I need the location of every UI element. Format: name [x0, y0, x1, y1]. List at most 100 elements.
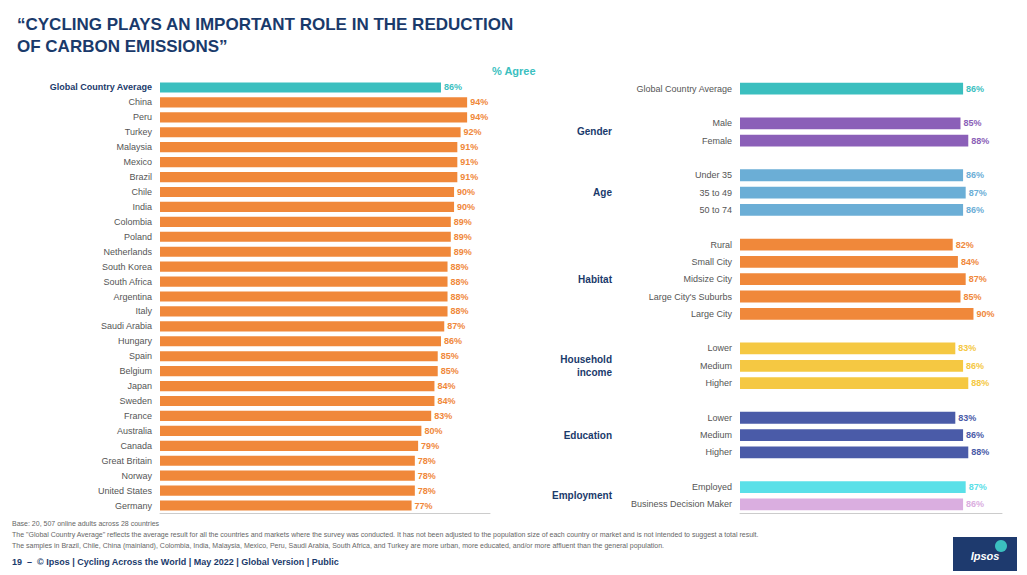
svg-text:Brazil: Brazil: [129, 172, 152, 182]
svg-text:19 – © Ipsos | Cycling Acros: 19 – © Ipsos | Cycling Across the World …: [12, 557, 339, 567]
svg-text:88%: 88%: [971, 378, 989, 388]
svg-text:Colombia: Colombia: [114, 217, 152, 227]
svg-text:South Africa: South Africa: [103, 277, 152, 287]
svg-text:85%: 85%: [441, 366, 459, 376]
svg-text:83%: 83%: [434, 411, 452, 421]
svg-text:Ipsos: Ipsos: [971, 550, 1000, 562]
svg-text:“CYCLING PLAYS AN IMPORTANT RO: “CYCLING PLAYS AN IMPORTANT ROLE IN THE …: [17, 15, 513, 34]
svg-text:Canada: Canada: [120, 441, 152, 451]
svg-text:87%: 87%: [969, 274, 987, 284]
svg-text:Lower: Lower: [707, 413, 732, 423]
svg-text:Great Britain: Great Britain: [101, 456, 152, 466]
svg-text:Chile: Chile: [131, 187, 152, 197]
svg-text:91%: 91%: [460, 157, 478, 167]
svg-text:91%: 91%: [460, 172, 478, 182]
svg-text:87%: 87%: [969, 482, 987, 492]
svg-text:50 to 74: 50 to 74: [699, 205, 732, 215]
svg-text:Global Country Average: Global Country Average: [637, 84, 732, 94]
svg-text:Hungary: Hungary: [118, 336, 153, 346]
svg-text:35 to 49: 35 to 49: [699, 188, 732, 198]
svg-text:Malaysia: Malaysia: [116, 142, 152, 152]
svg-text:Germany: Germany: [115, 501, 153, 511]
svg-text:South Korea: South Korea: [102, 262, 152, 272]
svg-text:Australia: Australia: [117, 426, 152, 436]
svg-text:87%: 87%: [447, 321, 465, 331]
svg-text:Peru: Peru: [133, 112, 152, 122]
svg-text:86%: 86%: [966, 84, 984, 94]
svg-text:79%: 79%: [421, 441, 439, 451]
svg-text:Poland: Poland: [124, 232, 152, 242]
svg-text:88%: 88%: [971, 136, 989, 146]
svg-text:94%: 94%: [470, 97, 488, 107]
svg-text:OF CARBON EMISSIONS”: OF CARBON EMISSIONS”: [17, 37, 228, 56]
svg-text:Large City's Suburbs: Large City's Suburbs: [649, 292, 733, 302]
svg-text:Employed: Employed: [692, 482, 732, 492]
svg-text:85%: 85%: [963, 292, 981, 302]
svg-text:Mexico: Mexico: [123, 157, 152, 167]
svg-text:Habitat: Habitat: [578, 274, 613, 285]
svg-text:Saudi Arabia: Saudi Arabia: [101, 321, 152, 331]
svg-text:85%: 85%: [963, 118, 981, 128]
svg-text:86%: 86%: [444, 82, 462, 92]
svg-text:86%: 86%: [966, 499, 984, 509]
svg-text:Spain: Spain: [129, 351, 152, 361]
svg-text:Business Decision Maker: Business Decision Maker: [631, 499, 732, 509]
svg-text:Small City: Small City: [691, 257, 732, 267]
svg-text:84%: 84%: [437, 396, 455, 406]
svg-text:88%: 88%: [451, 262, 469, 272]
svg-text:Midsize City: Midsize City: [683, 274, 732, 284]
svg-text:Global Country Average: Global Country Average: [50, 82, 152, 92]
svg-text:Japan: Japan: [127, 381, 152, 391]
svg-text:Italy: Italy: [135, 306, 152, 316]
svg-text:% Agree: % Agree: [492, 65, 536, 77]
svg-text:Higher: Higher: [705, 378, 732, 388]
svg-text:Male: Male: [712, 118, 732, 128]
svg-text:87%: 87%: [969, 188, 987, 198]
svg-text:83%: 83%: [958, 343, 976, 353]
svg-text:88%: 88%: [451, 277, 469, 287]
svg-text:Large City: Large City: [691, 309, 733, 319]
svg-text:Gender: Gender: [577, 126, 612, 137]
svg-text:85%: 85%: [441, 351, 459, 361]
svg-text:Age: Age: [593, 187, 612, 198]
svg-text:82%: 82%: [956, 240, 974, 250]
svg-text:Sweden: Sweden: [119, 396, 152, 406]
svg-text:Base: 20, 507 online adults ac: Base: 20, 507 online adults across 28 co…: [12, 520, 160, 527]
svg-text:Turkey: Turkey: [125, 127, 153, 137]
svg-text:Lower: Lower: [707, 343, 732, 353]
svg-text:92%: 92%: [464, 127, 482, 137]
svg-text:86%: 86%: [966, 430, 984, 440]
svg-text:80%: 80%: [424, 426, 442, 436]
svg-text:Argentina: Argentina: [113, 292, 152, 302]
svg-text:89%: 89%: [454, 232, 472, 242]
svg-text:90%: 90%: [457, 187, 475, 197]
svg-text:Netherlands: Netherlands: [103, 247, 152, 257]
svg-text:89%: 89%: [454, 247, 472, 257]
svg-text:86%: 86%: [966, 170, 984, 180]
svg-text:91%: 91%: [460, 142, 478, 152]
svg-text:France: France: [124, 411, 152, 421]
svg-text:78%: 78%: [418, 456, 436, 466]
svg-text:Medium: Medium: [700, 361, 732, 371]
svg-text:income: income: [577, 367, 612, 378]
svg-text:Norway: Norway: [121, 471, 152, 481]
svg-text:88%: 88%: [451, 306, 469, 316]
svg-text:Employment: Employment: [552, 490, 613, 501]
svg-text:90%: 90%: [457, 202, 475, 212]
svg-text:78%: 78%: [418, 486, 436, 496]
svg-text:88%: 88%: [971, 447, 989, 457]
svg-text:Female: Female: [702, 136, 732, 146]
svg-text:88%: 88%: [451, 292, 469, 302]
svg-text:83%: 83%: [958, 413, 976, 423]
svg-text:86%: 86%: [966, 205, 984, 215]
svg-text:86%: 86%: [966, 361, 984, 371]
svg-text:84%: 84%: [437, 381, 455, 391]
svg-text:89%: 89%: [454, 217, 472, 227]
svg-text:Belgium: Belgium: [119, 366, 152, 376]
svg-text:86%: 86%: [444, 336, 462, 346]
svg-text:84%: 84%: [961, 257, 979, 267]
svg-text:Rural: Rural: [710, 240, 732, 250]
svg-text:The samples in Brazil, Chile,: The samples in Brazil, Chile, China (mai…: [12, 542, 664, 550]
svg-text:Higher: Higher: [705, 447, 732, 457]
svg-text:77%: 77%: [415, 501, 433, 511]
